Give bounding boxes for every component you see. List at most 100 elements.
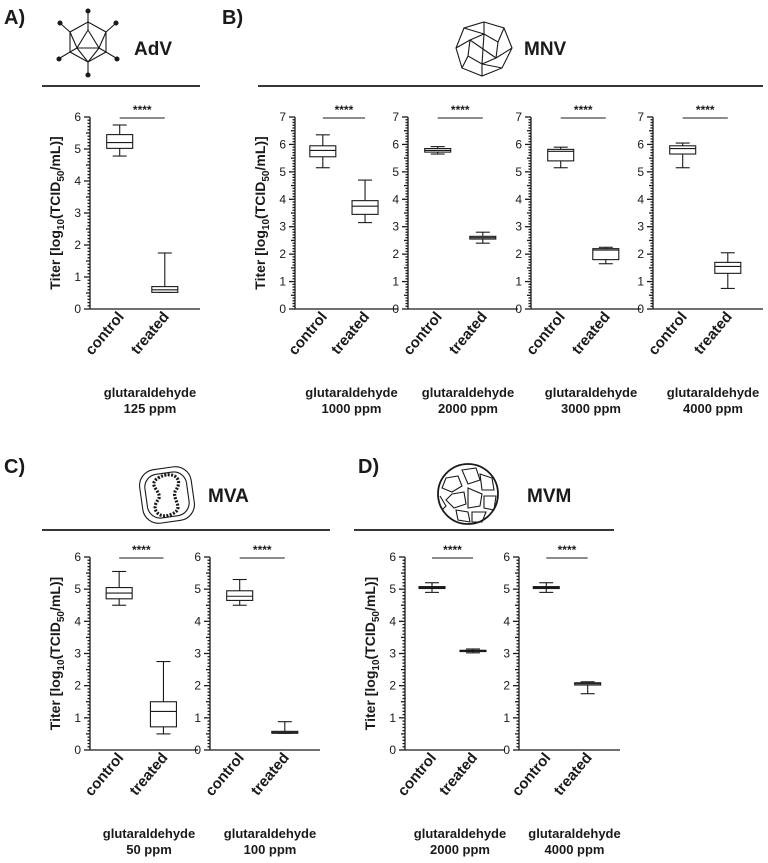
y-tick-label: 4 (74, 174, 81, 188)
category-label-treated: treated (128, 309, 173, 358)
category-label-treated: treated (569, 309, 614, 358)
condition-label: 2000 ppm (438, 401, 498, 416)
y-tick-label: 6 (515, 137, 522, 151)
box-chart-4: 0 1 2 3 4 5 6 7 control treated **** glutaraldehyde… (515, 103, 641, 416)
y-tick-label: 2 (515, 247, 522, 261)
significance-label: **** (133, 103, 152, 117)
box-control (532, 582, 560, 593)
y-tick-label: 3 (74, 647, 81, 661)
y-tick-label: 5 (637, 165, 644, 179)
virus-name-mvm: MVM (527, 486, 571, 507)
iqr-box (149, 701, 177, 728)
y-tick-label: 1 (74, 711, 81, 725)
box-treated (469, 231, 497, 244)
condition-label: 4000 ppm (545, 842, 605, 857)
box-treated (592, 246, 620, 265)
y-tick-label: 4 (503, 614, 510, 628)
category-label-treated: treated (446, 309, 491, 358)
y-tick-label: 2 (74, 679, 81, 693)
iqr-box (226, 590, 254, 601)
y-tick-label: 0 (503, 743, 510, 757)
category-label-treated: treated (126, 750, 171, 799)
iqr-box (351, 200, 379, 215)
adenovirus-icosahedron-icon (56, 8, 120, 78)
iqr-box (669, 145, 697, 155)
box-treated (351, 179, 379, 224)
y-tick-label: 7 (515, 110, 522, 124)
category-label-treated: treated (248, 750, 293, 799)
y-tick-label: 2 (389, 679, 396, 693)
y-tick-label: 0 (389, 743, 396, 757)
condition-label: 3000 ppm (561, 401, 621, 416)
y-tick-label: 0 (74, 302, 81, 316)
y-tick-label: 5 (279, 165, 286, 179)
iqr-box (592, 248, 620, 261)
significance-label: **** (696, 103, 715, 117)
box-control (669, 142, 697, 169)
box-treated (714, 252, 742, 289)
y-tick-label: 6 (389, 550, 396, 564)
box-treated (574, 681, 602, 695)
panel-label-b: B) (222, 7, 243, 29)
norovirus-capsid-icon (455, 21, 513, 77)
condition-label: glutaraldehyde (305, 385, 397, 400)
y-tick-label: 0 (279, 302, 286, 316)
y-tick-label: 1 (389, 711, 396, 725)
box-chart-5: 0 1 2 3 4 5 6 7 control treated **** glutaraldehyde… (637, 103, 763, 416)
y-tick-label: 3 (279, 220, 286, 234)
y-tick-label: 5 (392, 165, 399, 179)
y-tick-label: 1 (503, 711, 510, 725)
y-axis-title: Titer [log10(TCID50/mL)] (252, 136, 272, 289)
condition-label: 50 ppm (126, 842, 172, 857)
category-label-treated: treated (691, 309, 736, 358)
y-tick-label: 2 (503, 679, 510, 693)
y-tick-label: 5 (503, 582, 510, 596)
significance-label: **** (443, 543, 462, 557)
y-tick-label: 0 (637, 302, 644, 316)
category-label-control: control (82, 750, 128, 800)
y-tick-label: 0 (194, 743, 201, 757)
condition-label: 100 ppm (244, 842, 297, 857)
panel-label-c: C) (4, 456, 25, 478)
significance-label: **** (558, 543, 577, 557)
y-tick-label: 6 (279, 137, 286, 151)
condition-label: 4000 ppm (683, 401, 743, 416)
box-control (547, 146, 575, 169)
category-label-control: control (400, 309, 446, 359)
y-tick-label: 5 (74, 142, 81, 156)
category-label-treated: treated (328, 309, 373, 358)
y-tick-label: 4 (194, 614, 201, 628)
box-control (309, 134, 337, 169)
box-control (226, 578, 254, 606)
box-chart-7: 0 1 2 3 4 5 6 control treated **** glutaraldehyde1… (194, 543, 320, 857)
condition-label: glutaraldehyde (422, 385, 514, 400)
y-tick-label: 3 (503, 647, 510, 661)
category-label-control: control (523, 309, 569, 359)
iqr-box (106, 134, 134, 149)
y-tick-label: 5 (389, 582, 396, 596)
condition-label: glutaraldehyde (104, 385, 196, 400)
iqr-box (547, 148, 575, 162)
y-tick-label: 1 (279, 275, 286, 289)
y-tick-label: 7 (392, 110, 399, 124)
category-label-treated: treated (551, 750, 596, 799)
y-tick-label: 0 (392, 302, 399, 316)
box-treated (459, 648, 487, 654)
condition-label: glutaraldehyde (667, 385, 759, 400)
y-tick-label: 3 (194, 647, 201, 661)
y-tick-label: 5 (74, 582, 81, 596)
category-label-control: control (509, 750, 555, 800)
minute-virus-capsid-icon (437, 463, 499, 525)
y-tick-label: 0 (515, 302, 522, 316)
y-axis-title: Titer [log10(TCID50/mL)] (47, 136, 67, 289)
box-control (106, 124, 134, 157)
y-axis-title: Titer [log10(TCID50/mL)] (362, 577, 382, 730)
box-treated (271, 721, 299, 734)
y-tick-label: 4 (389, 614, 396, 628)
box-treated (149, 660, 177, 735)
y-tick-label: 2 (74, 238, 81, 252)
